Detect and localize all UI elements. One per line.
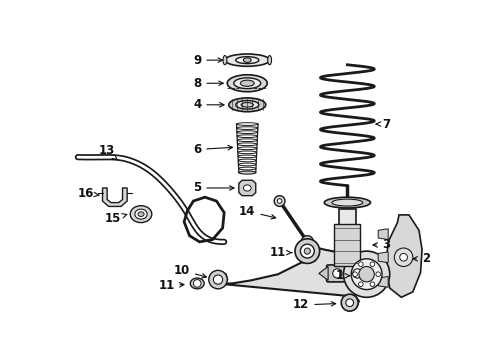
- Polygon shape: [386, 215, 422, 297]
- Ellipse shape: [223, 55, 227, 65]
- Circle shape: [400, 253, 408, 261]
- Polygon shape: [378, 229, 388, 239]
- Polygon shape: [367, 266, 376, 280]
- Ellipse shape: [238, 151, 257, 154]
- Circle shape: [359, 266, 374, 282]
- Circle shape: [304, 248, 311, 254]
- Circle shape: [295, 239, 319, 264]
- Circle shape: [274, 195, 285, 206]
- Circle shape: [301, 236, 314, 248]
- Ellipse shape: [135, 209, 147, 219]
- Text: 2: 2: [413, 252, 430, 265]
- Text: 6: 6: [193, 143, 232, 156]
- Ellipse shape: [237, 127, 258, 130]
- Ellipse shape: [240, 80, 254, 86]
- Circle shape: [394, 248, 413, 266]
- Ellipse shape: [225, 54, 270, 66]
- Text: 12: 12: [293, 298, 336, 311]
- Text: 14: 14: [239, 204, 276, 219]
- Circle shape: [214, 275, 222, 284]
- Polygon shape: [213, 248, 361, 309]
- Text: 3: 3: [373, 238, 390, 251]
- Text: 1: 1: [336, 269, 350, 282]
- Polygon shape: [378, 252, 388, 263]
- Circle shape: [370, 262, 375, 266]
- Ellipse shape: [244, 185, 251, 191]
- Ellipse shape: [234, 78, 261, 89]
- Text: 10: 10: [173, 264, 206, 278]
- Circle shape: [370, 282, 375, 287]
- Ellipse shape: [239, 163, 256, 166]
- Circle shape: [333, 269, 342, 278]
- Text: 8: 8: [193, 77, 223, 90]
- Text: 11: 11: [158, 279, 184, 292]
- Ellipse shape: [332, 199, 363, 206]
- Text: 4: 4: [193, 98, 224, 111]
- Ellipse shape: [237, 123, 258, 125]
- Ellipse shape: [241, 103, 253, 107]
- Circle shape: [300, 244, 314, 258]
- Text: 15: 15: [104, 212, 127, 225]
- Circle shape: [376, 272, 381, 276]
- Ellipse shape: [236, 100, 259, 109]
- Ellipse shape: [237, 135, 257, 138]
- Circle shape: [341, 294, 358, 311]
- Ellipse shape: [244, 58, 251, 62]
- Ellipse shape: [238, 143, 257, 145]
- Text: 11: 11: [270, 246, 292, 259]
- Ellipse shape: [229, 98, 266, 112]
- FancyBboxPatch shape: [327, 265, 368, 282]
- Text: 7: 7: [376, 118, 390, 131]
- Polygon shape: [102, 188, 127, 206]
- Circle shape: [353, 269, 362, 278]
- Circle shape: [305, 239, 310, 244]
- Ellipse shape: [238, 155, 257, 158]
- Text: 9: 9: [193, 54, 222, 67]
- Ellipse shape: [238, 159, 256, 162]
- Ellipse shape: [237, 131, 258, 134]
- Ellipse shape: [138, 212, 144, 216]
- Ellipse shape: [324, 197, 370, 208]
- Circle shape: [209, 270, 227, 289]
- Text: 13: 13: [98, 144, 118, 160]
- Circle shape: [359, 262, 363, 266]
- Bar: [339, 209, 356, 266]
- Ellipse shape: [190, 278, 204, 289]
- Circle shape: [277, 199, 282, 203]
- Ellipse shape: [239, 171, 256, 174]
- Ellipse shape: [130, 206, 152, 222]
- Ellipse shape: [238, 147, 257, 150]
- Polygon shape: [239, 180, 256, 195]
- Circle shape: [351, 259, 382, 289]
- Bar: [334, 224, 361, 266]
- Ellipse shape: [227, 75, 268, 92]
- Text: 16: 16: [77, 187, 99, 200]
- Circle shape: [194, 280, 201, 287]
- Polygon shape: [378, 276, 388, 287]
- Circle shape: [353, 272, 357, 276]
- Ellipse shape: [237, 139, 257, 141]
- Circle shape: [343, 251, 390, 297]
- Circle shape: [359, 282, 363, 287]
- Ellipse shape: [239, 167, 256, 170]
- Text: 5: 5: [193, 181, 234, 194]
- Circle shape: [346, 299, 354, 306]
- Ellipse shape: [268, 55, 271, 65]
- Ellipse shape: [236, 57, 259, 64]
- Polygon shape: [319, 266, 328, 280]
